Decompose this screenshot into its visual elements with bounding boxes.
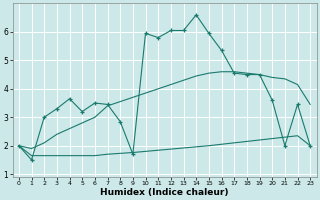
- X-axis label: Humidex (Indice chaleur): Humidex (Indice chaleur): [100, 188, 229, 197]
